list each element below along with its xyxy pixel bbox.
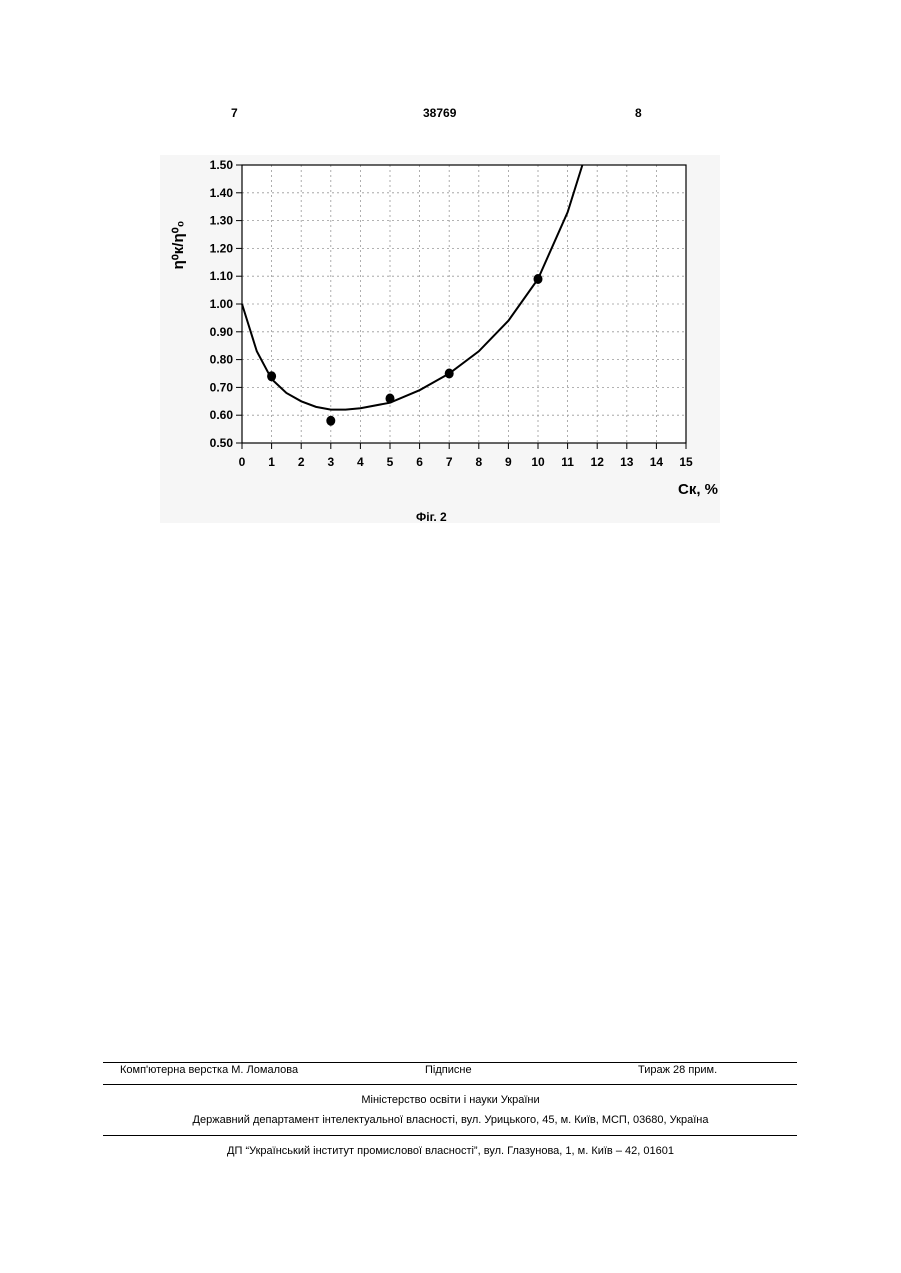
footer-text: Державний департамент інтелектуальної вл… (0, 1114, 901, 1126)
chart: 0.50 0.60 0.70 0.80 0.90 1.00 1.10 1.20 1.30 1.40… (0, 0, 901, 540)
y-tick-label: 1.50 (210, 158, 234, 172)
rule (103, 1062, 797, 1063)
y-tick-label: 1.20 (210, 241, 234, 255)
footer-text: Підписне (425, 1064, 472, 1076)
x-axis-label: Ск, % (678, 481, 718, 498)
x-tick-label: 15 (679, 455, 693, 469)
x-tick-label: 5 (387, 455, 394, 469)
x-tick-label: 2 (298, 455, 305, 469)
rule (103, 1135, 797, 1136)
y-tick-label: 0.60 (210, 408, 234, 422)
y-tick-label: 0.90 (210, 325, 234, 339)
x-tick-label: 3 (327, 455, 334, 469)
x-tick-label: 4 (357, 455, 364, 469)
rule (103, 1084, 797, 1085)
y-tick-label: 1.00 (210, 297, 234, 311)
x-tick-label: 6 (416, 455, 423, 469)
footer-text: ДП “Український інститут промислової вла… (0, 1145, 901, 1157)
y-tick-label: 0.50 (210, 436, 234, 450)
x-tick-label: 14 (650, 455, 664, 469)
y-tick-label: 1.30 (210, 214, 234, 228)
x-tick-label: 12 (591, 455, 605, 469)
x-tick-label: 11 (561, 455, 574, 469)
footer-text: Міністерство освіти і науки України (0, 1094, 901, 1106)
y-axis-label: η⁰к/η⁰₀ (170, 221, 187, 270)
x-tick-label: 10 (531, 455, 545, 469)
figure-caption: Фіг. 2 (416, 510, 447, 524)
x-tick-label: 13 (620, 455, 634, 469)
x-tick-label: 8 (475, 455, 482, 469)
x-tick-label: 7 (446, 455, 453, 469)
y-tick-label: 0.80 (210, 353, 234, 367)
page: {"header": {"left_page": "7", "patent_nu… (0, 0, 901, 1273)
y-tick-label: 0.70 (210, 380, 234, 394)
footer-text: Комп'ютерна верстка М. Ломалова (120, 1064, 298, 1076)
data-point (326, 416, 335, 426)
x-tick-label: 1 (268, 455, 275, 469)
x-tick-label: 9 (505, 455, 512, 469)
footer-text: Тираж 28 прим. (638, 1064, 717, 1076)
y-tick-label: 1.10 (210, 269, 234, 283)
x-tick-label: 0 (239, 455, 246, 469)
y-tick-label: 1.40 (210, 186, 234, 200)
